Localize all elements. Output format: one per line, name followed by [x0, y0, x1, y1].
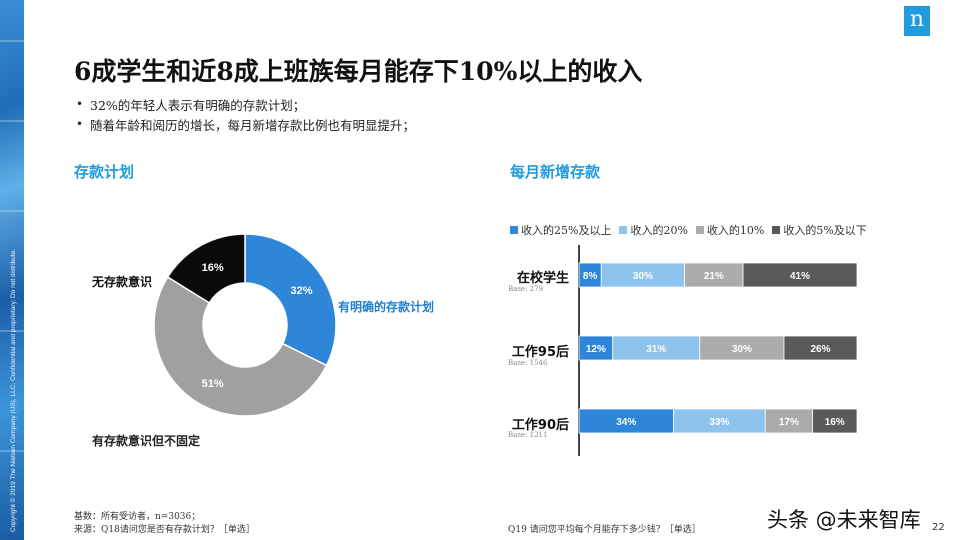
base-label: Base: 1546 [508, 359, 548, 367]
donut-value-label: 16% [202, 262, 224, 274]
donut-slice-label-none: 无存款意识 [92, 275, 153, 289]
donut-slice [244, 233, 337, 367]
bar-segment [742, 262, 858, 288]
bar-segment [673, 408, 766, 434]
bullet-item: • 随着年龄和阅历的增长，每月新增存款比例也有明显提升； [76, 117, 416, 133]
donut-value-label: 32% [290, 285, 312, 297]
bar-segment [578, 262, 602, 288]
bar-segment [812, 408, 858, 434]
watermark: 头条 @未来智库 [767, 508, 921, 532]
bar-value-label: 8% [583, 271, 598, 282]
legend-item: 收入的20% [619, 222, 688, 238]
footer-source-right: Q19 请问您平均每个月能存下多少钱？［单选］ [508, 525, 701, 535]
bar-value-label: 30% [732, 344, 752, 355]
page-title: 6成学生和近8成上班族每月能存下10%以上的收入 [74, 57, 643, 86]
footer-base-note: 基数：所有受访者，n=3036； [74, 512, 201, 522]
base-label: Base: 1211 [508, 431, 548, 439]
base-label: Base: 279 [508, 285, 543, 293]
bar-value-label: 21% [704, 271, 724, 282]
footer-source-left: 来源：Q18请问您是否有存款计划？［单选］ [74, 525, 255, 535]
bar-segment [684, 262, 744, 288]
bar-segment [783, 335, 858, 361]
left-decorative-band: Copyright © 2019 The Nielsen Company (US… [0, 0, 24, 540]
category-label-post90: 工作90后 [511, 418, 569, 433]
legend-swatch [772, 226, 781, 234]
donut-slice [153, 275, 328, 417]
bar-chart-legend: 收入的25%及以上 收入的20% 收入的10% 收入的5%及以下 [510, 222, 875, 238]
bullet-item: • 32%的年轻人表示有明确的存款计划； [76, 97, 306, 113]
bar-value-label: 26% [810, 344, 830, 355]
donut-slice-label-clear-plan: 有明确的存款计划 [338, 300, 435, 314]
donut-slice [166, 233, 246, 304]
legend-item: 收入的5%及以下 [772, 222, 867, 238]
bar-segment [578, 335, 614, 361]
bar-value-label: 33% [709, 417, 729, 428]
monthly-savings-title: 每月新增存款 [510, 163, 601, 181]
category-label-students: 在校学生 [516, 271, 569, 286]
bar-segment [764, 408, 813, 434]
bar-value-label: 12% [586, 344, 606, 355]
legend-swatch [619, 226, 628, 234]
bar-segment [612, 335, 701, 361]
nielsen-logo: n [904, 6, 930, 36]
bar-segment [699, 335, 785, 361]
bar-value-label: 16% [825, 417, 845, 428]
page-number: 22 [932, 522, 945, 533]
savings-plan-title: 存款计划 [74, 163, 135, 181]
bar-value-label: 34% [616, 417, 636, 428]
copyright-notice: Copyright © 2019 The Nielsen Company (US… [10, 248, 17, 532]
donut-slice-label-irregular: 有存款意识但不固定 [92, 434, 201, 448]
category-label-post95: 工作95后 [511, 345, 569, 360]
bar-value-label: 30% [633, 271, 653, 282]
legend-item: 收入的10% [695, 222, 764, 238]
bullet-list: • 32%的年轻人表示有明确的存款计划； • 随着年龄和阅历的增长，每月新增存款比例… [76, 94, 415, 134]
bar-value-label: 31% [646, 344, 666, 355]
bar-value-label: 17% [779, 417, 799, 428]
legend-item: 收入的25%及以上 [510, 222, 611, 238]
legend-swatch [510, 226, 518, 234]
legend-swatch [695, 226, 704, 234]
bar-segment [578, 408, 674, 434]
bar-value-label: 41% [790, 271, 810, 282]
bar-segment [600, 262, 686, 288]
donut-value-label: 51% [202, 378, 224, 390]
